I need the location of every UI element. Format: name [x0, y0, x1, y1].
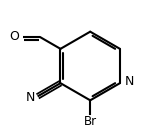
Text: N: N	[125, 75, 134, 88]
Text: N: N	[26, 91, 35, 103]
Text: O: O	[10, 30, 19, 43]
Text: Br: Br	[84, 115, 97, 128]
